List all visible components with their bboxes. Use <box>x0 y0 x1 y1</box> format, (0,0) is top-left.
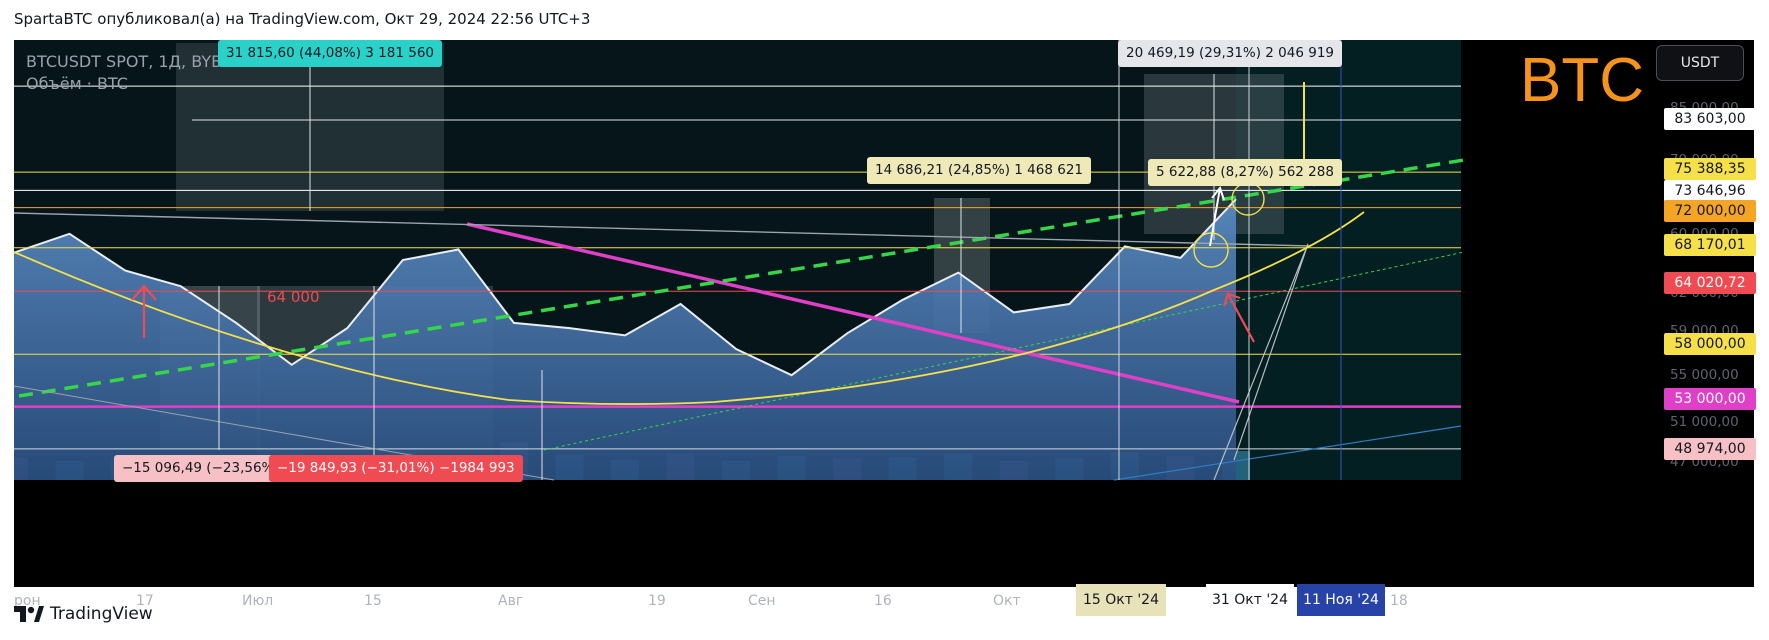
publisher-header: SpartaBTC опубликовал(а) на TradingView.… <box>14 10 591 28</box>
price-tag-72000[interactable]: 72 000,00 <box>1664 200 1756 222</box>
yellow-circle-1 <box>1193 232 1229 268</box>
price-tag-75388[interactable]: 75 388,35 <box>1664 158 1756 180</box>
measure-label-2[interactable]: 14 686,21 (24,85%) 1 468 621 <box>867 157 1092 184</box>
time-marker-oct15[interactable]: 15 Окт '24 <box>1076 584 1166 616</box>
price-area-fill <box>14 199 1236 480</box>
volume-legend[interactable]: Объём · BTC <box>26 74 128 93</box>
red-arrow-up-left <box>131 284 157 338</box>
price-axis-label: 51 000,00 <box>1670 414 1739 430</box>
price-chart[interactable] <box>14 40 1754 587</box>
time-axis-label: 18 <box>1390 593 1408 609</box>
measure-label-3[interactable]: 20 469,19 (29,31%) 2 046 919 <box>1118 40 1343 67</box>
measure-label-4[interactable]: 5 622,88 (8,27%) 562 288 <box>1148 159 1342 186</box>
time-axis-label: 16 <box>874 593 892 609</box>
btc-watermark: BTC <box>1520 46 1644 115</box>
red-arrow-up-right <box>1222 292 1255 343</box>
measure-label-1[interactable]: 31 815,60 (44,08%) 3 181 560 <box>218 40 443 67</box>
price-tag-68170[interactable]: 68 170,01 <box>1664 234 1756 256</box>
gray-resistance-line <box>14 212 1311 247</box>
tradingview-logo[interactable]: TradingView <box>14 604 153 624</box>
price-tag-58000[interactable]: 58 000,00 <box>1664 333 1756 355</box>
tradingview-logo-icon <box>14 606 44 622</box>
measure-label-6[interactable]: −19 849,93 (−31,01%) −1984 993 <box>269 455 523 482</box>
blue-trendline <box>1113 425 1462 481</box>
time-marker-nov11[interactable]: 11 Ноя '24 <box>1297 584 1385 616</box>
magenta-trendline <box>466 222 1240 404</box>
time-axis-background <box>14 480 1461 520</box>
price-axis-label: 55 000,00 <box>1670 367 1739 383</box>
gray-wedge <box>1213 243 1309 481</box>
white-arrow-up <box>1209 185 1225 247</box>
time-axis-label: Окт <box>993 593 1021 609</box>
yellow-cup-curve <box>14 211 1365 405</box>
level-annotation-64000: 64 000 <box>267 288 320 306</box>
symbol-legend[interactable]: BTCUSDT SPOT, 1Д, BYBIT <box>26 52 237 71</box>
price-axis-background <box>1461 40 1754 587</box>
time-axis-label: 17 <box>136 593 154 609</box>
time-axis-label: 19 <box>648 593 666 609</box>
price-tag-73647[interactable]: 73 646,96 <box>1664 180 1756 202</box>
time-axis-label: 15 <box>364 593 382 609</box>
time-axis-label: рон <box>14 593 41 609</box>
price-tag-83603[interactable]: 83 603,00 <box>1664 108 1756 130</box>
time-axis-label: Сен <box>748 593 776 609</box>
time-axis-label: Авг <box>498 593 524 609</box>
chart-frame[interactable]: BTCUSDT SPOT, 1Д, BYBIT Объём · BTC BTC … <box>14 40 1756 616</box>
price-tag-64021[interactable]: 64 020,72 <box>1664 272 1756 294</box>
price-tag-48974[interactable]: 48 974,00 <box>1664 438 1756 460</box>
price-line <box>14 198 1237 377</box>
time-axis-label: Июл <box>242 593 274 609</box>
tradingview-brand: TradingView <box>50 604 153 624</box>
price-tag-53000[interactable]: 53 000,00 <box>1664 388 1756 410</box>
horizontal-levels <box>14 85 1461 450</box>
green-dotted-trendline <box>543 251 1465 451</box>
currency-button[interactable]: USDT <box>1656 45 1744 81</box>
time-marker-oct31[interactable]: 31 Окт '24 <box>1206 584 1294 616</box>
